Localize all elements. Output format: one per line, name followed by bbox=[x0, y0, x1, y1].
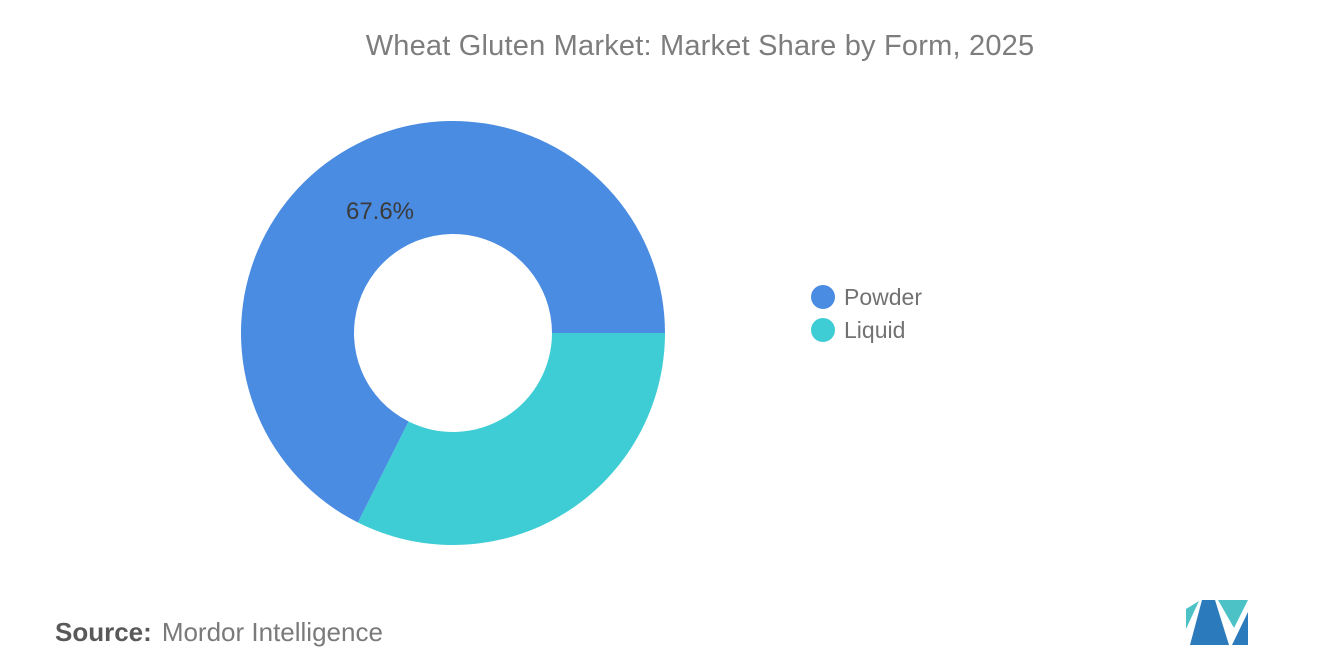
mordor-logo-m-icon bbox=[1186, 600, 1248, 645]
donut-chart: 67.6% bbox=[241, 121, 665, 545]
powder-legend-marker-icon bbox=[811, 285, 835, 309]
chart-title: Wheat Gluten Market: Market Share by For… bbox=[365, 30, 1035, 62]
source-text: Mordor Intelligence bbox=[161, 617, 383, 647]
source-attribution: Source: Mordor Intelligence bbox=[55, 617, 383, 648]
legend-item-liquid[interactable]: Liquid bbox=[811, 318, 922, 342]
slice-powder[interactable] bbox=[241, 121, 665, 523]
legend: Powder Liquid bbox=[811, 285, 922, 351]
donut-svg bbox=[241, 121, 665, 545]
slice-liquid[interactable] bbox=[357, 333, 665, 545]
legend-label-liquid: Liquid bbox=[844, 317, 906, 343]
source-label: Source: bbox=[55, 617, 152, 647]
legend-label-powder: Powder bbox=[844, 284, 922, 310]
mordor-intelligence-logo bbox=[1186, 600, 1252, 645]
slice-label-powder: 67.6% bbox=[345, 198, 415, 225]
legend-item-powder[interactable]: Powder bbox=[811, 285, 922, 309]
liquid-legend-marker-icon bbox=[811, 318, 835, 342]
